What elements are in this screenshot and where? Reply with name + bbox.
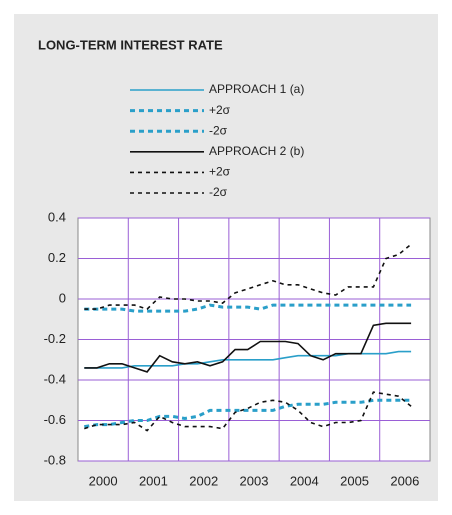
x-tick-label: 2005 (340, 473, 369, 488)
y-tick-label: -0.8 (44, 452, 66, 467)
legend-label: -2σ (209, 185, 228, 199)
series-line (84, 391, 412, 432)
x-tick-label: 2003 (240, 473, 269, 488)
series-line (84, 398, 412, 429)
legend-label: -2σ (209, 123, 228, 137)
legend-label: APPROACH 1 (a) (209, 82, 304, 96)
legend-label: +2σ (209, 165, 231, 179)
series-line (84, 322, 412, 373)
legend-label: +2σ (209, 103, 231, 117)
x-tick-label: 2002 (189, 473, 218, 488)
series-line (84, 243, 412, 311)
x-tick-label: 2001 (139, 473, 168, 488)
y-tick-label: -0.4 (44, 371, 66, 386)
y-tick-label: 0.2 (48, 250, 66, 265)
x-tick-label: 2006 (390, 473, 419, 488)
y-tick-label: 0 (59, 290, 66, 305)
legend-label: APPROACH 2 (b) (209, 144, 304, 158)
x-tick-label: 2000 (89, 473, 118, 488)
series-line (84, 303, 412, 313)
chart-title: LONG-TERM INTEREST RATE (38, 37, 223, 52)
y-tick-label: -0.2 (44, 331, 66, 346)
y-tick-label: 0.4 (48, 209, 66, 224)
x-tick-label: 2004 (290, 473, 319, 488)
y-tick-label: -0.6 (44, 412, 66, 427)
